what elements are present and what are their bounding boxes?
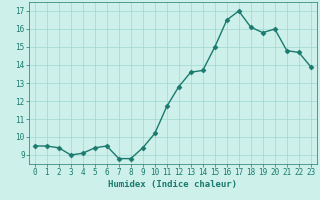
X-axis label: Humidex (Indice chaleur): Humidex (Indice chaleur) [108,180,237,189]
